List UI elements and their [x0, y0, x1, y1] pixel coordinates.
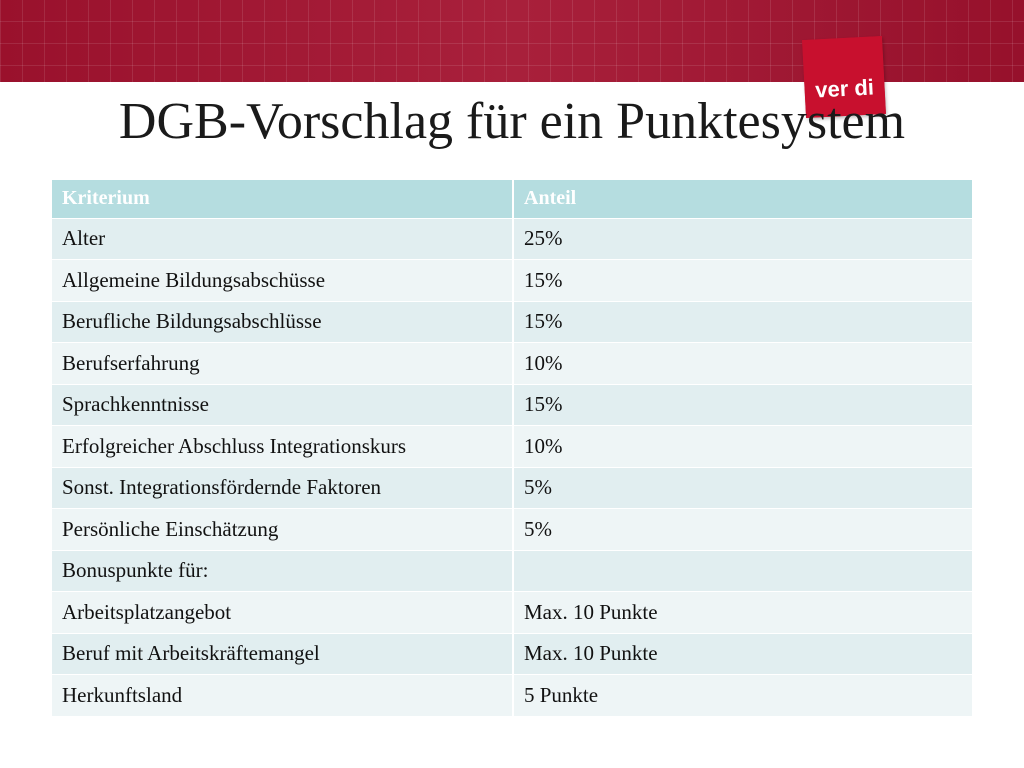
- criterion-cell: Herkunftsland: [52, 674, 514, 717]
- table-row: Sonst. Integrationsfördernde Faktoren 5%: [52, 467, 972, 509]
- verdi-logo-graphic: ver di: [802, 35, 886, 119]
- table-row: Sprachkenntnisse 15%: [52, 384, 972, 426]
- criterion-cell: Arbeitsplatzangebot: [52, 591, 514, 634]
- verdi-logo: ver di: [802, 35, 886, 119]
- table-row: Alter 25%: [52, 218, 972, 260]
- criterion-cell: Persönliche Einschätzung: [52, 508, 514, 551]
- table-row: Herkunftsland 5 Punkte: [52, 674, 972, 717]
- header-anteil: Anteil: [513, 180, 972, 219]
- table-row: Erfolgreicher Abschluss Integrationskurs…: [52, 425, 972, 468]
- criterion-cell: Sprachkenntnisse: [52, 384, 514, 426]
- share-cell: 25%: [513, 218, 972, 260]
- table-row: Allgemeine Bildungsabschüsse 15%: [52, 259, 972, 302]
- criterion-cell: Beruf mit Arbeitskräftemangel: [52, 633, 514, 675]
- criterion-cell: Alter: [52, 218, 514, 260]
- table-row: Berufserfahrung 10%: [52, 342, 972, 385]
- share-cell: 5%: [513, 467, 972, 509]
- logo-text: ver di: [815, 74, 875, 102]
- criterion-cell: Bonuspunkte für:: [52, 550, 514, 592]
- share-cell: 10%: [513, 342, 972, 385]
- share-cell: 15%: [513, 384, 972, 426]
- share-cell: 5 Punkte: [513, 674, 972, 717]
- share-cell: 5%: [513, 508, 972, 551]
- table-row: Beruf mit Arbeitskräftemangel Max. 10 Pu…: [52, 633, 972, 675]
- criteria-table: Kriterium Anteil Alter 25% Allgemeine Bi…: [52, 180, 972, 717]
- criterion-cell: Sonst. Integrationsfördernde Faktoren: [52, 467, 514, 509]
- share-cell: 10%: [513, 425, 972, 468]
- table-row: Berufliche Bildungsabschlüsse 15%: [52, 301, 972, 343]
- share-cell: [513, 550, 972, 592]
- slide-title: DGB-Vorschlag für ein Punktesystem: [118, 93, 906, 150]
- share-cell: 15%: [513, 301, 972, 343]
- share-cell: Max. 10 Punkte: [513, 591, 972, 634]
- table-row: Bonuspunkte für:: [52, 550, 972, 592]
- share-cell: 15%: [513, 259, 972, 302]
- criterion-cell: Allgemeine Bildungsabschüsse: [52, 259, 514, 302]
- criterion-cell: Berufserfahrung: [52, 342, 514, 385]
- table-row: Persönliche Einschätzung 5%: [52, 508, 972, 551]
- table-header-row: Kriterium Anteil: [52, 180, 972, 219]
- criterion-cell: Berufliche Bildungsabschlüsse: [52, 301, 514, 343]
- criterion-cell: Erfolgreicher Abschluss Integrationskurs: [52, 425, 514, 468]
- share-cell: Max. 10 Punkte: [513, 633, 972, 675]
- table-row: Arbeitsplatzangebot Max. 10 Punkte: [52, 591, 972, 634]
- header-kriterium: Kriterium: [52, 180, 514, 219]
